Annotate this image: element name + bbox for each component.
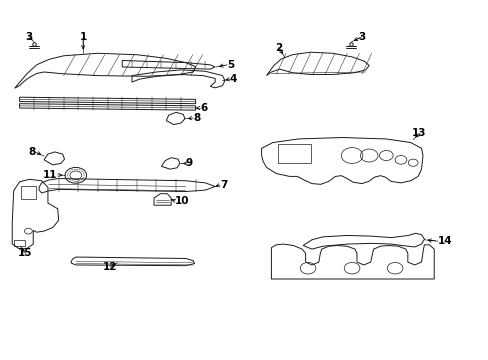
Text: 6: 6 (200, 103, 207, 113)
Text: 8: 8 (193, 113, 200, 123)
Text: 3: 3 (26, 32, 33, 42)
Text: 15: 15 (18, 248, 33, 258)
Text: 11: 11 (43, 170, 58, 180)
Text: 1: 1 (80, 32, 86, 42)
Text: 9: 9 (185, 158, 193, 168)
Text: 2: 2 (275, 42, 282, 53)
Text: 4: 4 (229, 74, 237, 84)
Text: 14: 14 (437, 236, 452, 246)
Text: 3: 3 (358, 32, 365, 42)
Text: 13: 13 (411, 128, 426, 138)
Text: 10: 10 (175, 196, 189, 206)
Text: 7: 7 (220, 180, 227, 190)
Text: 5: 5 (227, 60, 234, 70)
Text: 12: 12 (102, 262, 117, 272)
Text: 8: 8 (28, 147, 35, 157)
